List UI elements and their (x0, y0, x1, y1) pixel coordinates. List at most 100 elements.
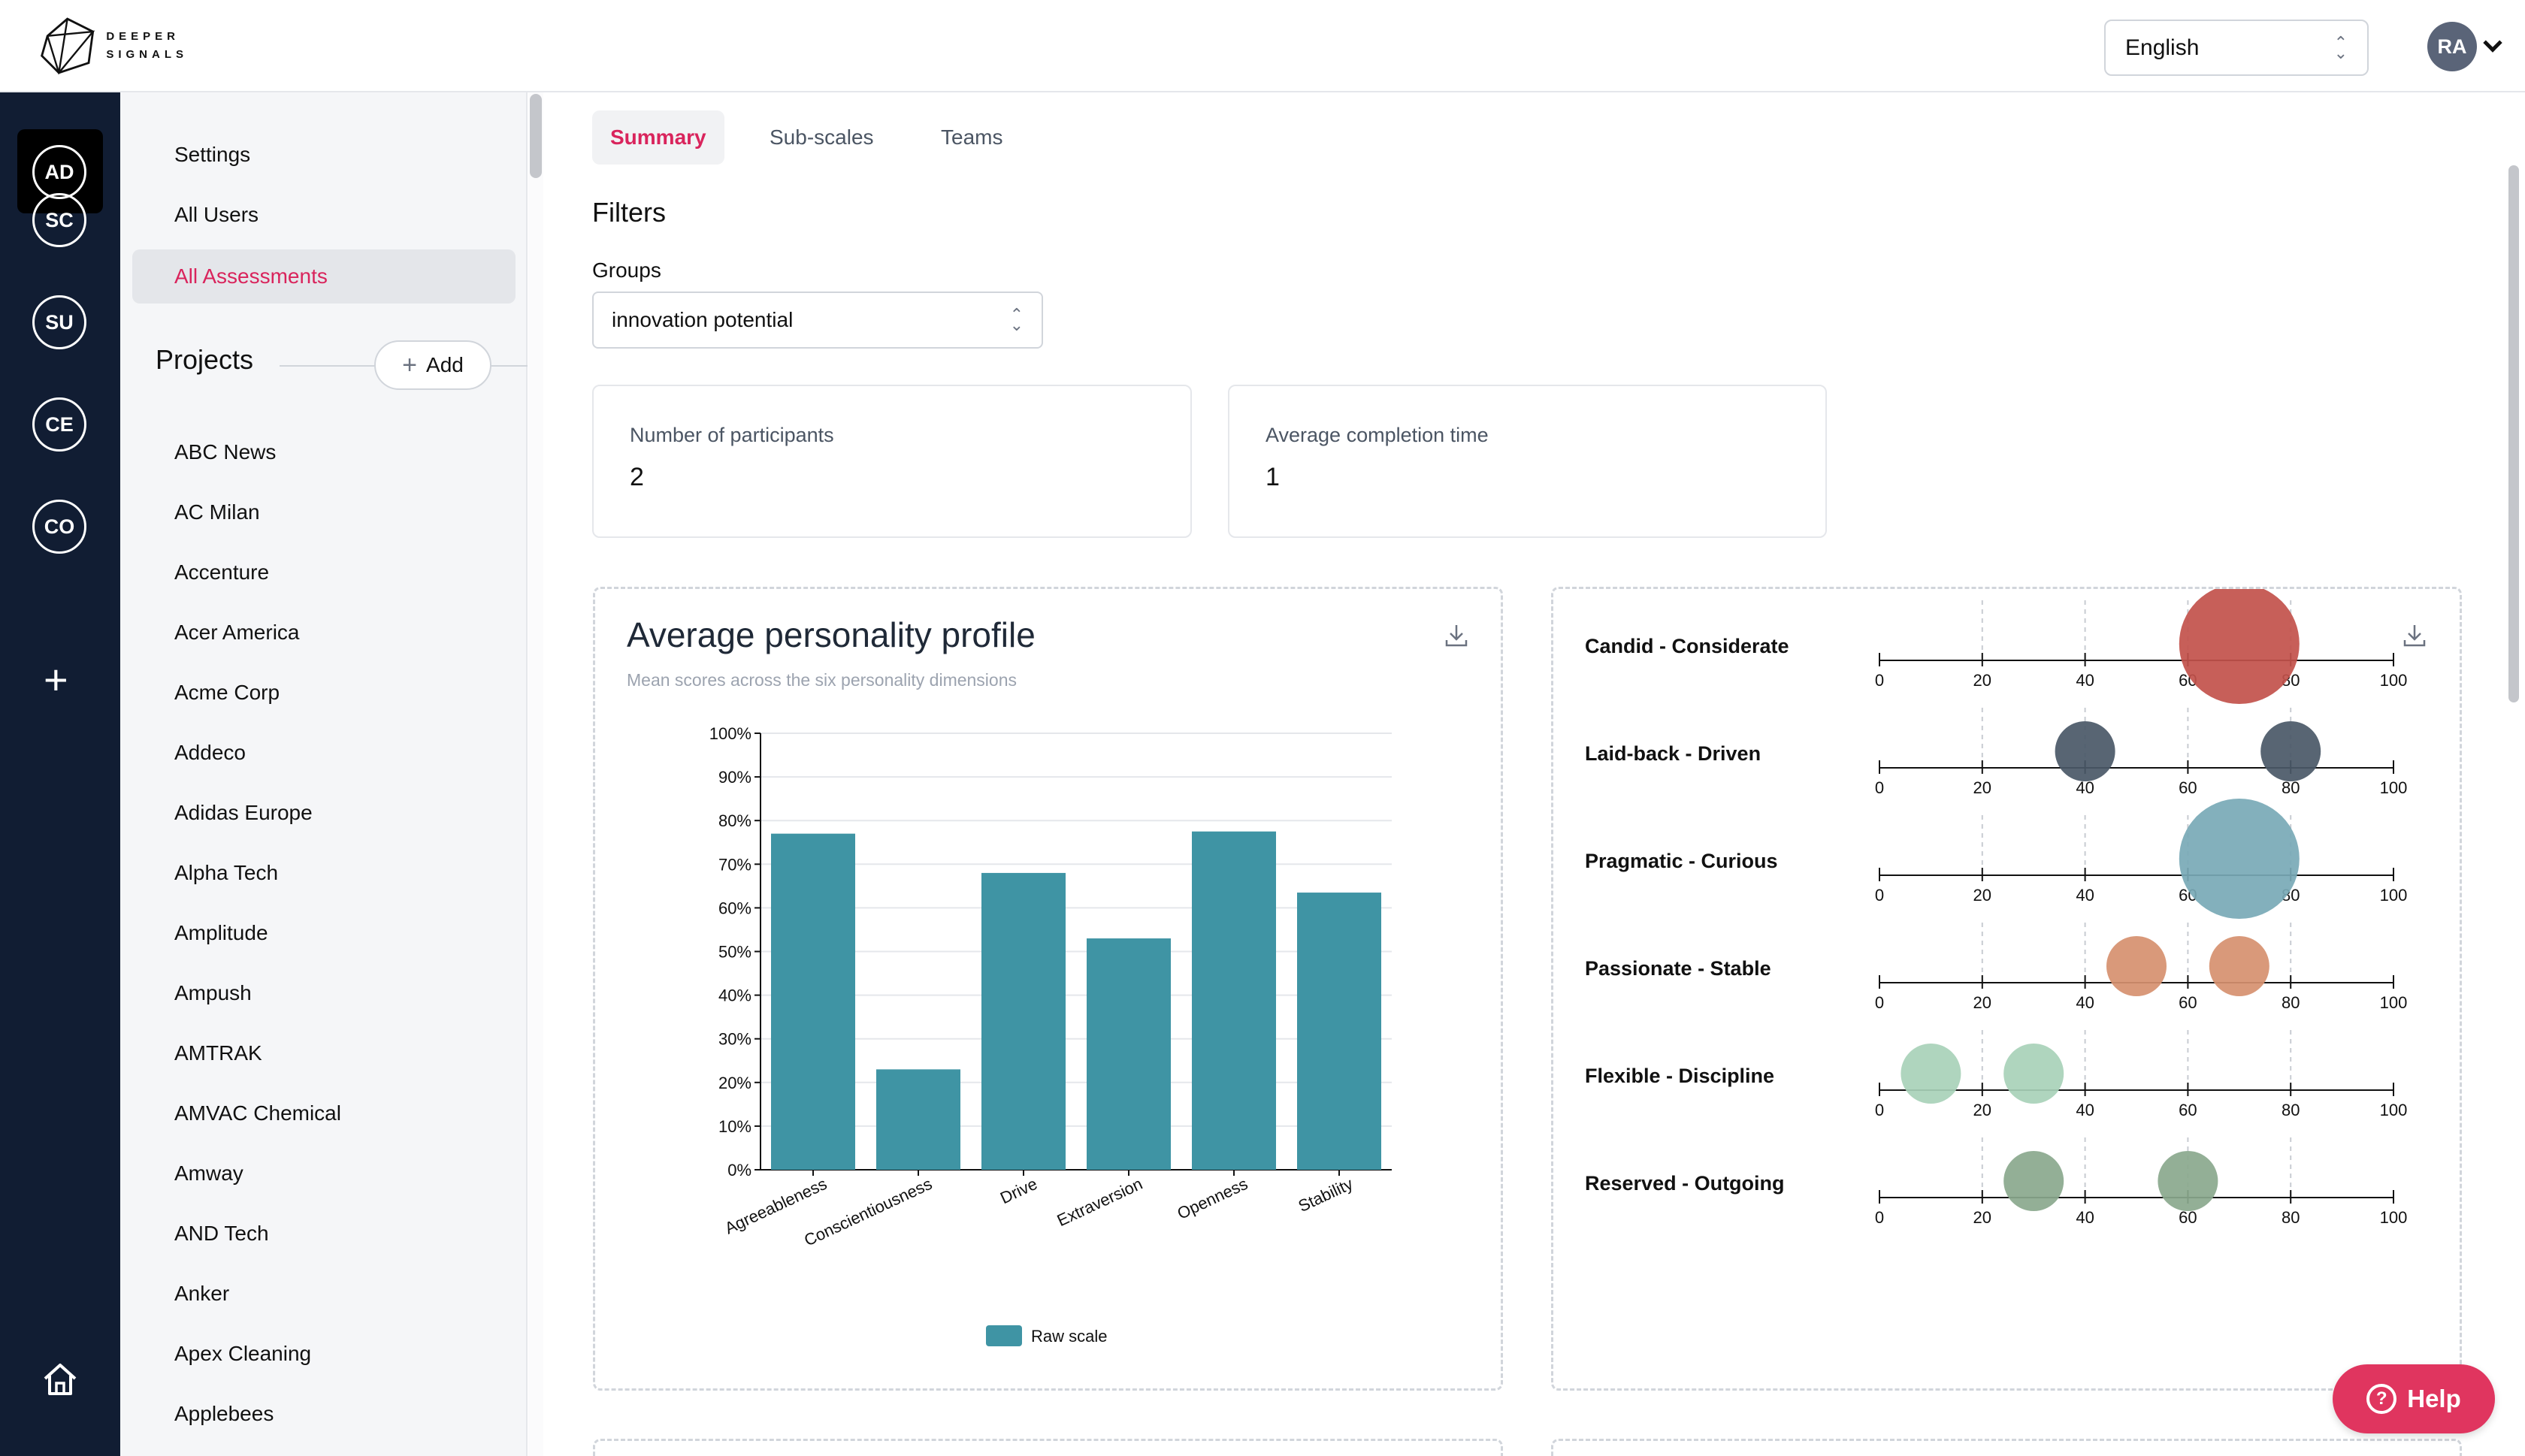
project-item[interactable]: Apex Cleaning (174, 1342, 312, 1365)
x-tick-label: 0 (1875, 993, 1884, 1012)
x-tick-label: 0 (1875, 1101, 1884, 1119)
user-menu[interactable]: RA (2427, 20, 2502, 73)
y-tick-label: 70% (718, 855, 751, 874)
x-tick-label: 20 (1973, 1101, 1991, 1119)
project-item[interactable]: Acer America (174, 621, 300, 644)
stat-label: Number of participants (630, 424, 834, 446)
download-icon[interactable] (2401, 622, 2428, 649)
sidebar-scrollbar[interactable] (528, 92, 543, 1456)
stat-value: 2 (630, 463, 644, 491)
bubble (2260, 721, 2321, 781)
x-tick-label: 80 (2282, 993, 2300, 1012)
tab-teams[interactable]: Teams (941, 125, 1003, 149)
x-tick-label: 100 (2380, 1101, 2408, 1119)
tab-summary[interactable]: Summary (592, 110, 724, 165)
filters-heading: Filters (592, 197, 666, 228)
sidebar-item-all-users[interactable]: All Users (174, 203, 259, 226)
project-item[interactable]: Addeco (174, 741, 246, 764)
project-item[interactable]: Alpha Tech (174, 861, 279, 884)
chart-card-partial (593, 1439, 1503, 1456)
x-tick-label: 0 (1875, 1208, 1884, 1227)
x-tick-label: Stability (1296, 1174, 1356, 1216)
avatar[interactable]: RA (2427, 22, 2477, 71)
bubble (2179, 799, 2300, 919)
rail-item-su[interactable]: SU (32, 295, 86, 349)
sidebar-scroll-thumb[interactable] (530, 94, 542, 178)
project-item[interactable]: Accenture (174, 560, 270, 584)
sidebar-item-settings[interactable]: Settings (174, 143, 251, 166)
bar (1087, 938, 1171, 1170)
project-item[interactable]: Applebees (174, 1402, 274, 1425)
bubble (1901, 1044, 1961, 1104)
y-tick-label: 20% (718, 1074, 751, 1092)
project-item[interactable]: Amway (174, 1161, 243, 1185)
project-item[interactable]: Ampush (174, 981, 252, 1004)
groups-label: Groups (592, 258, 661, 282)
groups-select-value: innovation potential (612, 308, 794, 331)
stat-label: Average completion time (1266, 424, 1489, 446)
y-tick-label: 90% (718, 768, 751, 787)
project-item[interactable]: Acme Corp (174, 681, 280, 704)
chart-subtitle: Mean scores across the six personality d… (627, 670, 1018, 690)
x-tick-label: 60 (2179, 993, 2197, 1012)
main-scrollbar-thumb[interactable] (2508, 165, 2519, 702)
add-project-button[interactable]: + Add (374, 340, 491, 390)
x-tick-label: 20 (1973, 886, 1991, 905)
y-tick-label: 80% (718, 811, 751, 830)
logo-icon (41, 17, 95, 75)
x-tick-label: 40 (2076, 671, 2094, 690)
x-tick-label: 40 (2076, 993, 2094, 1012)
y-tick-label: 50% (718, 943, 751, 962)
participants-card: Number of participants 2 (592, 385, 1192, 538)
top-bar: DEEPER SIGNALS English ⌃ ⌄ RA (0, 0, 2525, 92)
stat-value: 1 (1266, 463, 1280, 491)
x-tick-label: 100 (2380, 1208, 2408, 1227)
x-tick-label: 20 (1973, 671, 1991, 690)
tab-sub-scales[interactable]: Sub-scales (770, 125, 874, 149)
x-tick-label: Extraversion (1054, 1174, 1145, 1230)
x-tick-label: 60 (2179, 778, 2197, 797)
x-tick-label: 0 (1875, 778, 1884, 797)
project-item[interactable]: AMTRAK (174, 1041, 262, 1065)
download-icon[interactable] (1443, 622, 1470, 649)
rail-item-co[interactable]: CO (32, 500, 86, 554)
rail-item-ce[interactable]: CE (32, 397, 86, 452)
sidebar-item-label: All Assessments (174, 264, 328, 288)
scale-label: Flexible - Discipline (1585, 1065, 1774, 1087)
project-item[interactable]: AC Milan (174, 500, 260, 524)
x-tick-label: 100 (2380, 778, 2408, 797)
sidebar (120, 92, 528, 1456)
x-tick-label: 40 (2076, 778, 2094, 797)
rail-item-ad[interactable]: AD (32, 145, 86, 199)
project-item[interactable]: AND Tech (174, 1222, 269, 1245)
project-item[interactable]: Adidas Europe (174, 801, 313, 824)
groups-select[interactable]: innovation potential ⌃ ⌄ (592, 292, 1043, 349)
bubble (2179, 589, 2300, 704)
chart-card-partial (1551, 1439, 2462, 1456)
bar (771, 833, 855, 1170)
select-arrows-icon: ⌃ ⌄ (2333, 32, 2348, 62)
language-value: English (2125, 35, 2200, 60)
rail-item-sc[interactable]: SC (32, 193, 86, 247)
sidebar-item-all-assessments[interactable]: All Assessments (132, 249, 516, 304)
x-tick-label: 100 (2380, 886, 2408, 905)
bubble (2158, 1151, 2218, 1211)
y-tick-label: 60% (718, 899, 751, 917)
home-icon[interactable] (42, 1362, 78, 1397)
projects-heading: Projects (156, 344, 263, 376)
bubble-chart: Candid - Considerate 0 20 40 60 80 100 Laid-bac… (1585, 589, 2408, 1227)
add-workspace-icon[interactable]: + (44, 656, 68, 703)
language-select[interactable]: English ⌃ ⌄ (2104, 20, 2369, 76)
chart-title: Average personality profile (627, 615, 1036, 654)
logo-text-line1: DEEPER (106, 30, 180, 43)
project-item[interactable]: AMVAC Chemical (174, 1101, 341, 1125)
help-button[interactable]: ? Help (2333, 1364, 2495, 1433)
project-item[interactable]: Anker (174, 1282, 230, 1305)
scale-label: Passionate - Stable (1585, 957, 1771, 980)
chevron-down-icon[interactable] (2483, 33, 2502, 53)
question-icon: ? (2366, 1384, 2397, 1414)
project-item[interactable]: ABC News (174, 440, 277, 464)
y-tick-label: 0% (727, 1161, 751, 1180)
deeper-signals-logo[interactable]: DEEPER SIGNALS (38, 14, 188, 78)
project-item[interactable]: Amplitude (174, 921, 268, 944)
